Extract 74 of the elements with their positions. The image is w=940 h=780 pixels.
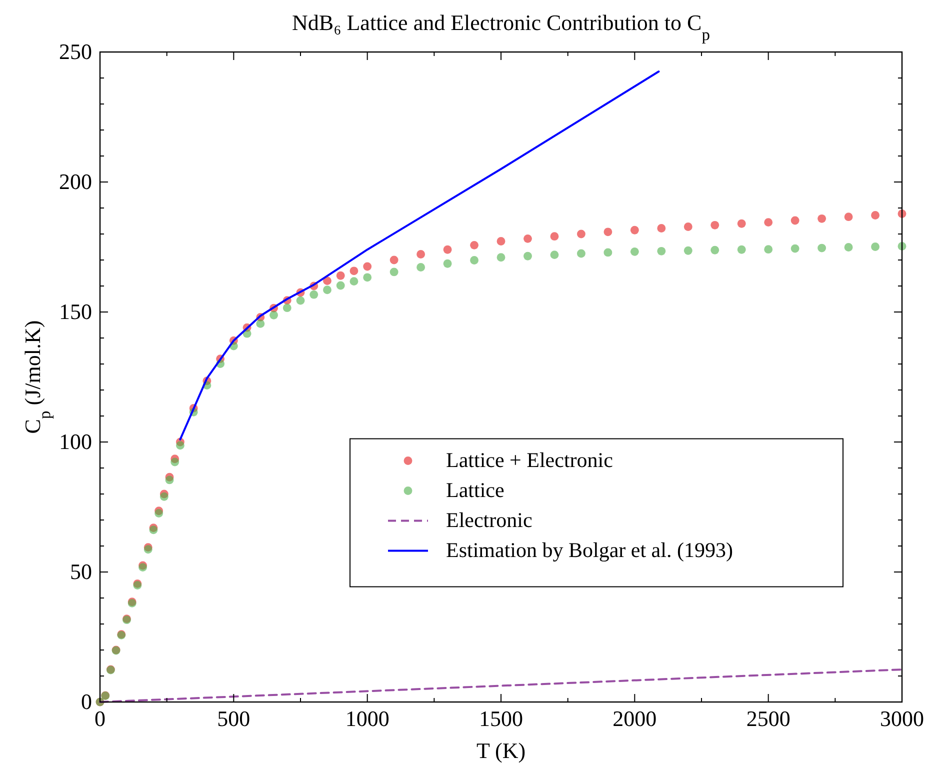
point: [844, 243, 853, 252]
x-tick-label: 2500: [746, 706, 790, 731]
point: [416, 250, 426, 258]
point: [550, 250, 559, 260]
point: [256, 319, 265, 328]
x-tick-label: 3000: [880, 706, 924, 731]
point: [443, 259, 452, 268]
point: [684, 246, 692, 255]
point: [604, 248, 612, 257]
x-tick-label: 1500: [479, 706, 523, 731]
point: [443, 245, 452, 254]
point: [737, 245, 746, 254]
y-tick-label: 100: [59, 429, 92, 454]
point: [363, 262, 372, 271]
point: [310, 290, 318, 299]
y-tick-label: 0: [81, 689, 92, 714]
point: [764, 245, 773, 254]
point: [630, 247, 639, 256]
point: [154, 509, 164, 518]
point: [844, 212, 853, 222]
legend-label: Lattice + Electronic: [446, 448, 613, 472]
point: [764, 218, 773, 227]
point: [160, 492, 168, 501]
point: [576, 230, 586, 238]
point: [390, 268, 398, 276]
y-tick-label: 250: [59, 39, 92, 64]
legend-label: Lattice: [446, 478, 504, 502]
legend-label: Estimation by Bolgar et al. (1993): [446, 538, 733, 562]
point: [336, 281, 345, 290]
y-tick-label: 200: [59, 169, 92, 194]
point: [170, 458, 180, 466]
chart-title: NdB₆ Lattice and Electronic Contribution to C$_{p}$: [292, 10, 710, 44]
point: [416, 263, 426, 272]
x-axis-title: T (K): [476, 738, 526, 763]
point: [550, 232, 559, 241]
point: [470, 240, 478, 250]
point: [818, 214, 826, 223]
point: [165, 476, 174, 484]
point: [470, 256, 478, 264]
x-tick-label: 1000: [345, 706, 390, 731]
point: [323, 286, 332, 294]
point: [657, 224, 666, 232]
point: [176, 441, 184, 450]
point: [323, 276, 332, 286]
point: [296, 296, 305, 305]
point: [524, 252, 532, 260]
point: [604, 228, 612, 236]
point: [710, 220, 720, 230]
point: [496, 253, 506, 262]
point: [282, 304, 292, 312]
point: [390, 256, 398, 264]
point: [363, 273, 372, 282]
point: [790, 216, 800, 225]
y-tick-label: 150: [59, 299, 92, 324]
point: [657, 246, 666, 256]
point: [684, 222, 692, 231]
x-tick-label: 500: [217, 706, 250, 731]
point: [524, 234, 532, 243]
point: [630, 226, 639, 234]
point: [818, 244, 826, 252]
point: [871, 242, 880, 251]
point: [871, 211, 880, 220]
point: [576, 249, 586, 258]
x-tick-label: 2000: [612, 706, 657, 731]
legend-label: Electronic: [446, 508, 532, 532]
point: [336, 271, 345, 280]
point: [496, 237, 506, 246]
point: [790, 244, 800, 253]
point: [350, 266, 358, 276]
point: [737, 219, 746, 228]
point: [270, 310, 278, 320]
y-tick-label: 50: [70, 559, 92, 584]
point: [350, 277, 358, 286]
point: [710, 246, 720, 254]
